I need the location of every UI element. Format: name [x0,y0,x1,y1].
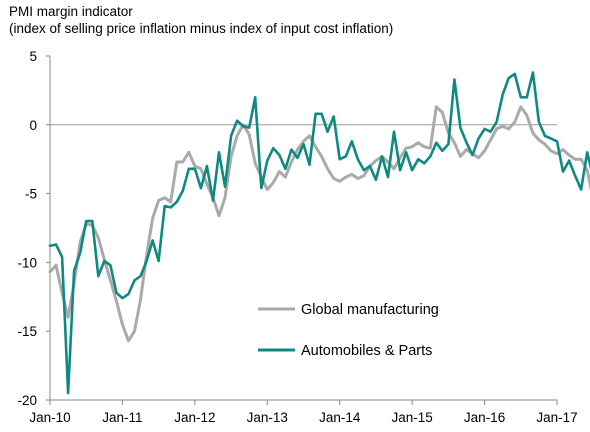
x-tick-label: Jan-16 [464,410,505,425]
x-tick-label: Jan-12 [174,410,215,425]
series-line-global-manufacturing [48,105,590,343]
y-tick-label: -5 [25,187,37,202]
x-tick-label: Jan-11 [102,410,142,425]
chart-title: PMI margin indicator [9,4,133,19]
y-tick-label: -20 [17,393,37,408]
y-tick-label: 5 [29,49,37,64]
x-tick-label: Jan-13 [247,410,288,425]
y-tick-label: -15 [17,324,37,339]
x-tick-label: Jan-14 [319,410,361,425]
x-tick-label: Jan-17 [536,410,577,425]
x-tick-label: Jan-15 [392,410,433,425]
y-tick-label: -10 [17,255,37,270]
chart-subtitle: (index of selling price inflation minus … [9,21,394,36]
x-tick-label: Jan-10 [29,410,70,425]
y-tick-label: 0 [29,118,37,133]
series-line-automobiles-parts [48,71,590,395]
legend-label: Automobiles & Parts [301,343,432,359]
legend-label: Global manufacturing [301,302,439,318]
